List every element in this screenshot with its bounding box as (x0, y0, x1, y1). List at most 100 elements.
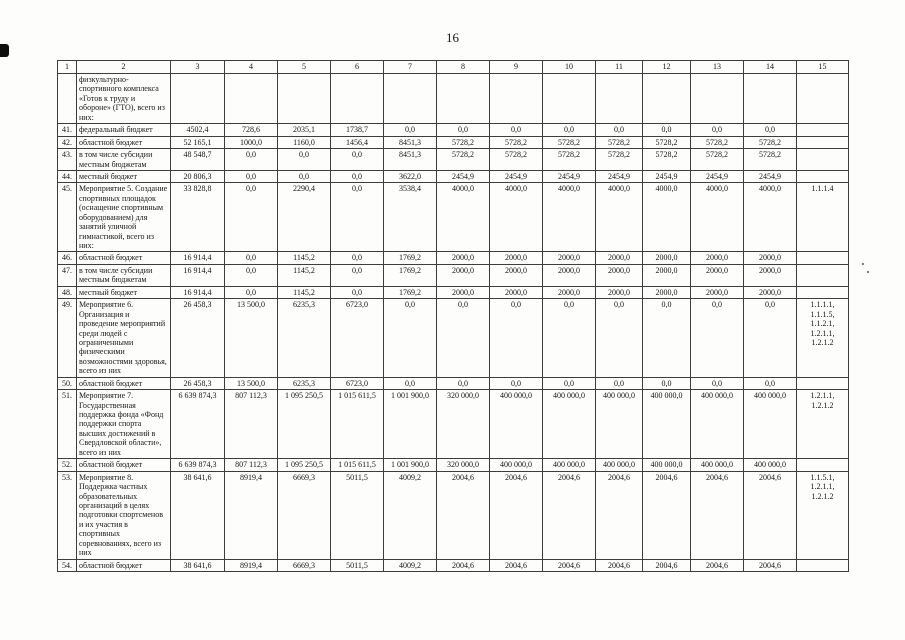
value-cell: 0,0 (383, 123, 437, 137)
code-cell (796, 148, 849, 171)
table-row: 43. в том числе субсидии местным бюджетам… (57, 148, 849, 171)
value-cell: 2000,0 (690, 263, 744, 287)
value-cell: 400 000,0 (595, 458, 643, 472)
value-cell: 2004,6 (542, 558, 596, 573)
row-name-cell: местный бюджет (76, 285, 171, 300)
row-number-cell: 44. (57, 169, 77, 184)
code-cell (796, 558, 849, 573)
value-cell: 16 914,4 (170, 263, 225, 287)
value-cell: 4000,0 (743, 182, 797, 253)
column-header: 11 (595, 60, 643, 74)
table-row: 54. областной бюджет 38 641,6 8919,4 6669,3 5… (57, 558, 849, 573)
value-cell: 0,0 (224, 182, 278, 253)
value-cell: 1738,7 (330, 123, 384, 137)
value-cell: 2000,0 (642, 251, 691, 265)
value-cell: 1145,2 (277, 285, 331, 300)
value-cell: 0,0 (277, 169, 331, 184)
value-cell: 2004,6 (542, 470, 596, 560)
value-cell: 0,0 (642, 298, 691, 378)
value-cell: 0,0 (595, 376, 643, 391)
row-name-cell: местный бюджет (76, 169, 171, 184)
table-row: 45. Мероприятие 5. Создание спортивных пл… (57, 182, 849, 253)
value-cell: 0,0 (489, 376, 543, 391)
value-cell: 4000,0 (595, 182, 643, 253)
value-cell: 26 458,3 (170, 298, 225, 378)
value-cell: 400 000,0 (489, 389, 543, 460)
value-cell: 400 000,0 (743, 389, 797, 460)
value-cell: 1769,2 (383, 263, 437, 287)
value-cell: 400 000,0 (542, 389, 596, 460)
row-name-cell: областной бюджет (76, 376, 171, 391)
row-name-cell: Мероприятие 7. Государственная поддержка… (76, 389, 171, 460)
table-row: 49. Мероприятие 6. Организация и проведен… (57, 298, 849, 378)
value-cell: 5728,2 (690, 148, 744, 171)
value-cell: 0,0 (595, 298, 643, 378)
value-cell: 0,0 (743, 123, 797, 137)
value-cell: 3538,4 (383, 182, 437, 253)
value-cell: 0,0 (642, 376, 691, 391)
value-cell: 5728,2 (542, 135, 596, 150)
value-cell: 4009,2 (383, 470, 437, 560)
row-name-cell: Мероприятие 8. Поддержка частных образов… (76, 470, 171, 560)
code-cell (796, 263, 849, 287)
value-cell: 5728,2 (489, 135, 543, 150)
code-cell (796, 458, 849, 472)
table-row: 44. местный бюджет 20 806,3 0,0 0,0 0,0 3622,0… (57, 169, 849, 184)
value-cell: 8451,3 (383, 148, 437, 171)
code-cell: 1.1.1.1, 1.1.1.5, 1.1.2.1, 1.2.1.1, 1.2.… (796, 298, 849, 378)
value-cell: 2004,6 (743, 470, 797, 560)
value-cell: 0,0 (277, 148, 331, 171)
column-header: 13 (690, 60, 744, 74)
scan-artifact (0, 44, 9, 57)
value-cell: 0,0 (224, 263, 278, 287)
column-header: 8 (436, 60, 490, 74)
value-cell: 5728,2 (595, 135, 643, 150)
page-number: 16 (446, 30, 459, 45)
value-cell: 2004,6 (690, 470, 744, 560)
value-cell: 2454,9 (542, 169, 596, 184)
column-header: 7 (383, 60, 437, 74)
table-row: 51. Мероприятие 7. Государственная поддер… (57, 389, 849, 460)
value-cell: 807 112,3 (224, 389, 278, 460)
column-header: 15 (796, 60, 849, 74)
column-header: 3 (170, 60, 225, 74)
value-cell: 2454,9 (436, 169, 490, 184)
value-cell: 2454,9 (489, 169, 543, 184)
value-cell: 0,0 (595, 123, 643, 137)
value-cell: 400 000,0 (489, 458, 543, 472)
value-cell: 2004,6 (595, 470, 643, 560)
column-header: 1 (57, 60, 77, 74)
value-cell (489, 72, 543, 125)
value-cell: 807 112,3 (224, 458, 278, 472)
value-cell: 2290,4 (277, 182, 331, 253)
table-row: 48. местный бюджет 16 914,4 0,0 1145,2 0,0 176… (57, 285, 849, 300)
value-cell: 2000,0 (489, 251, 543, 265)
value-cell: 6235,3 (277, 376, 331, 391)
value-cell (383, 72, 437, 125)
value-cell: 0,0 (330, 251, 384, 265)
value-cell: 2454,9 (743, 169, 797, 184)
value-cell: 2004,6 (642, 558, 691, 573)
value-cell: 8919,4 (224, 470, 278, 560)
value-cell: 2004,6 (642, 470, 691, 560)
scan-speck (862, 263, 864, 265)
value-cell: 5728,2 (436, 135, 490, 150)
table-row: 47. в том числе субсидии местным бюджетам… (57, 263, 849, 287)
value-cell: 1 095 250,5 (277, 389, 331, 460)
value-cell: 2000,0 (489, 285, 543, 300)
value-cell: 320 000,0 (436, 389, 490, 460)
code-cell (796, 169, 849, 184)
value-cell: 1 015 611,5 (330, 458, 384, 472)
value-cell: 2000,0 (595, 263, 643, 287)
value-cell: 4000,0 (489, 182, 543, 253)
value-cell: 6723,0 (330, 376, 384, 391)
value-cell: 0,0 (330, 148, 384, 171)
value-cell: 2004,6 (690, 558, 744, 573)
row-name-cell: областной бюджет (76, 458, 171, 472)
table-row: 52. областной бюджет 6 639 874,3 807 112,3 1… (57, 458, 849, 472)
value-cell: 2004,6 (489, 558, 543, 573)
value-cell: 5728,2 (595, 148, 643, 171)
value-cell: 2035,1 (277, 123, 331, 137)
row-name-cell: в том числе субсидии местным бюджетам (76, 263, 171, 287)
row-name-cell: физкультурно-спортивного комплекса «Гото… (76, 72, 171, 125)
